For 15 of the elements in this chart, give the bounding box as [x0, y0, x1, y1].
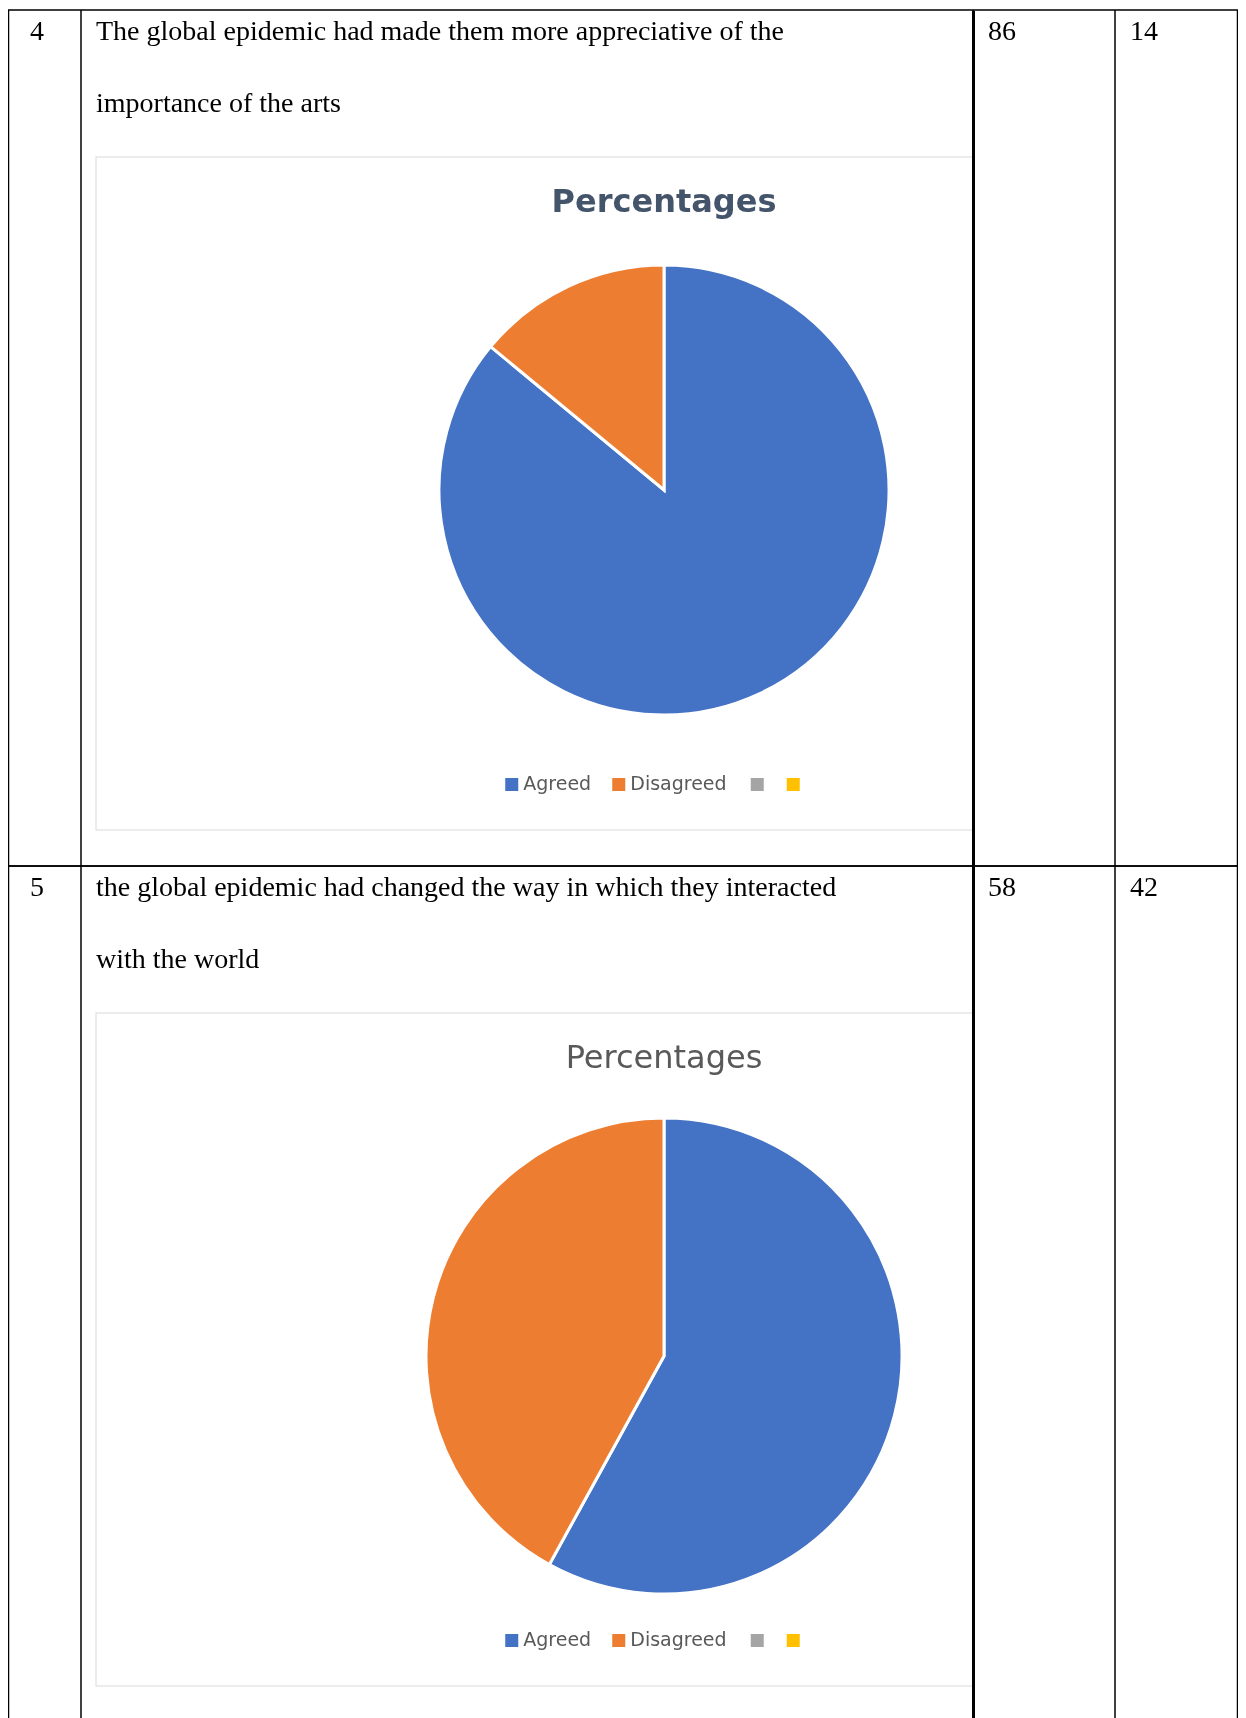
legend-label: Agreed: [523, 1628, 592, 1650]
chart-title: Percentages: [551, 182, 777, 220]
legend-label: Agreed: [523, 772, 592, 794]
text: 86: [988, 15, 1016, 46]
text: the global epidemic had changed the way in which they interacted with the world: [96, 871, 837, 974]
text: The global epidemic had made them more appreciative of the importance of the arts: [96, 15, 785, 118]
pie-slice: [437, 263, 891, 717]
text: 5: [30, 871, 44, 902]
text: 42: [1130, 871, 1158, 902]
text: 4: [30, 15, 44, 46]
legend-label: Disagreed: [630, 772, 727, 794]
text: 14: [1130, 15, 1158, 46]
text: 58: [988, 871, 1016, 902]
legend-label: Disagreed: [630, 1628, 727, 1650]
chart-title: Percentages: [565, 1038, 763, 1076]
